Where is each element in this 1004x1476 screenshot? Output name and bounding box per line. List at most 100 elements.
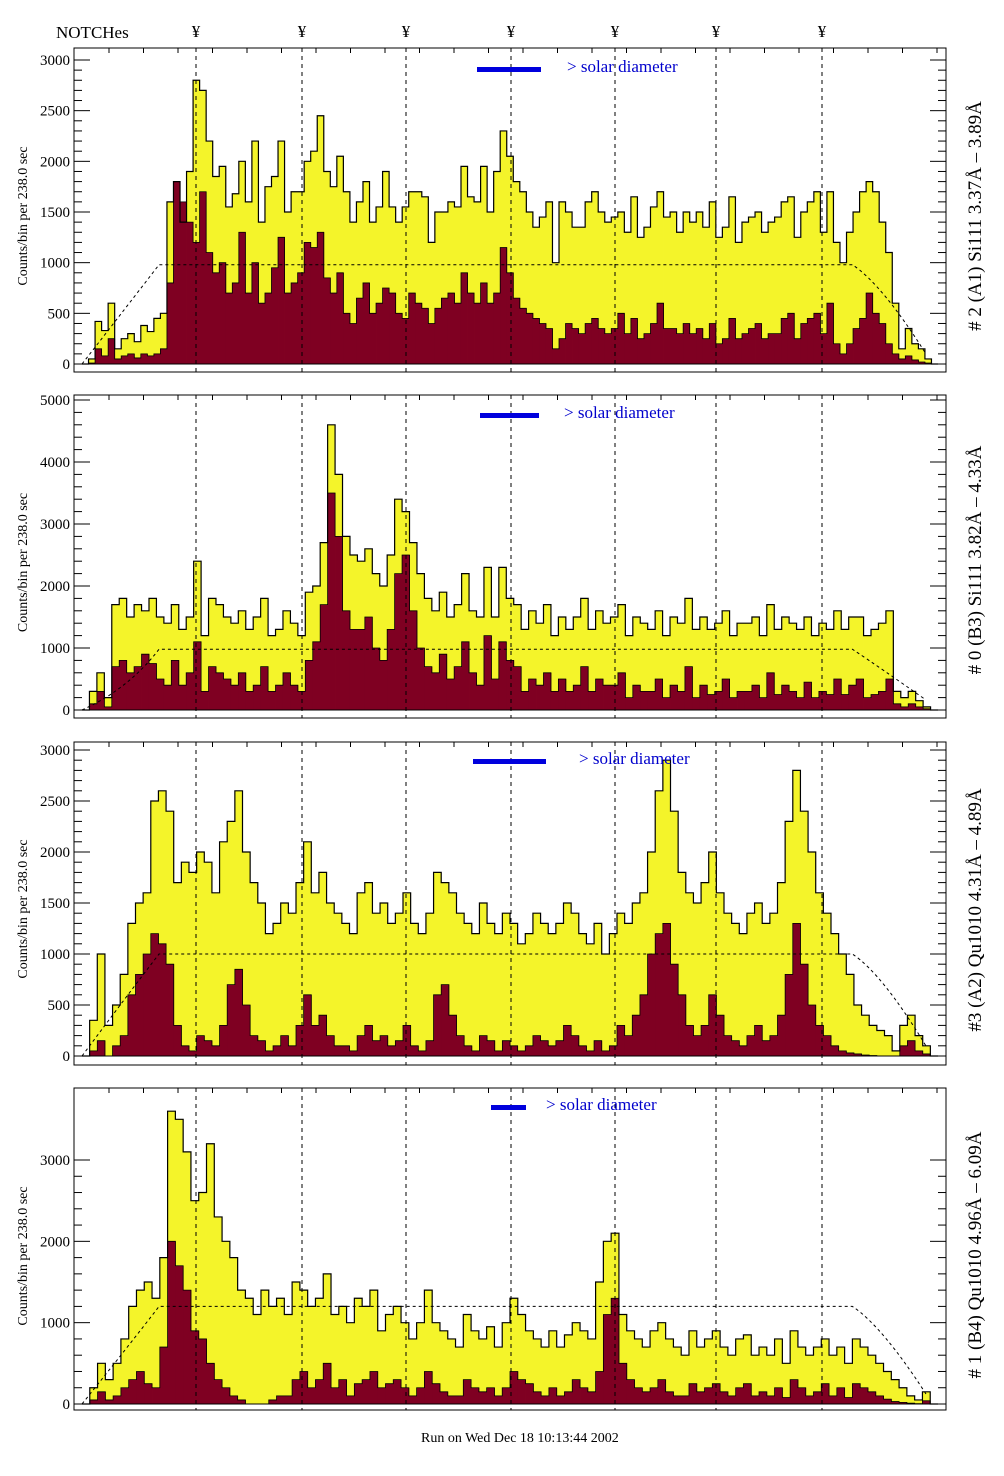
bar-subset xyxy=(724,1035,733,1056)
bar-subset xyxy=(502,1387,511,1404)
bar-subset xyxy=(456,1035,465,1056)
bar-total xyxy=(617,604,626,710)
bar-total xyxy=(781,201,789,364)
bar-total xyxy=(108,303,116,364)
bar-subset xyxy=(699,685,708,710)
reference-curve xyxy=(81,1305,927,1405)
bar-subset xyxy=(338,1379,347,1404)
bar-total xyxy=(899,1025,908,1056)
bar-subset xyxy=(229,1395,239,1404)
bar-subset xyxy=(201,691,209,710)
bar-total xyxy=(421,196,429,364)
bar-total xyxy=(701,882,710,1056)
bar-subset xyxy=(541,1395,550,1404)
bar-subset xyxy=(665,1391,674,1404)
bar-total xyxy=(415,191,423,364)
bar-total xyxy=(152,1298,161,1404)
bar-total xyxy=(848,617,857,710)
bar-subset xyxy=(336,272,344,364)
outline-total xyxy=(82,1110,938,1405)
bar-total xyxy=(424,598,433,710)
bar-subset xyxy=(907,1040,916,1056)
bar-total xyxy=(315,1298,324,1404)
bar-total xyxy=(387,923,396,1056)
bar-subset xyxy=(526,313,534,364)
bar-subset xyxy=(343,313,351,364)
bar-subset xyxy=(469,672,477,710)
bar-subset xyxy=(729,697,738,710)
bar-total xyxy=(299,1290,309,1404)
bar-total xyxy=(525,933,534,1056)
bar-total xyxy=(494,1347,503,1404)
bar-subset xyxy=(480,282,488,364)
bar-subset xyxy=(346,1395,355,1404)
bar-total xyxy=(288,913,297,1056)
bar-subset xyxy=(268,1399,277,1404)
bar-subset xyxy=(349,1050,358,1056)
bar-total xyxy=(166,811,175,1056)
bar-total xyxy=(112,1005,121,1056)
bar-subset xyxy=(296,1025,305,1056)
bar-total xyxy=(924,358,932,364)
bar-subset xyxy=(428,323,436,364)
bar-total xyxy=(907,1015,916,1056)
bar-subset xyxy=(525,1045,534,1056)
bar-subset xyxy=(389,293,397,364)
reference-curve xyxy=(81,953,927,1057)
bar-total xyxy=(214,1216,223,1404)
bar-total xyxy=(273,923,282,1056)
bar-subset xyxy=(364,1025,373,1056)
bar-subset xyxy=(585,323,593,364)
bar-total xyxy=(223,617,232,710)
bar-subset xyxy=(349,323,357,364)
bar-subset xyxy=(911,359,919,364)
bar-subset xyxy=(385,1383,394,1404)
y-tick-label: 2000 xyxy=(40,1234,70,1250)
bar-total xyxy=(807,201,815,364)
bar-total xyxy=(528,610,537,710)
bar-subset xyxy=(323,277,331,364)
panel-title: # 0 (B3) Si111 3.82Å – 4.33Å xyxy=(965,445,986,674)
bar-subset xyxy=(918,361,926,364)
bar-subset xyxy=(89,1399,98,1404)
bar-subset xyxy=(377,1387,386,1404)
bar-subset xyxy=(769,1035,778,1056)
panel-a2-qu1010: 0 500 1000 1500 2000 2500 3000 Counts/bin per 2… xyxy=(16,741,986,1066)
bar-subset xyxy=(114,358,122,364)
bar-total xyxy=(768,222,776,364)
bar-subset xyxy=(288,1045,297,1056)
bar-total xyxy=(720,1347,729,1404)
bar-total xyxy=(215,604,224,710)
bar-subset xyxy=(326,1035,335,1056)
bar-subset xyxy=(751,685,760,710)
bar-total xyxy=(662,760,671,1056)
bar-total xyxy=(343,191,351,364)
bar-total xyxy=(455,1347,464,1404)
bar-subset xyxy=(424,666,433,710)
bar-total xyxy=(696,1347,705,1404)
bar-subset xyxy=(632,685,641,710)
bar-subset xyxy=(275,685,284,710)
bar-total xyxy=(572,227,580,364)
bar-total xyxy=(663,217,671,364)
bar-total xyxy=(323,171,331,364)
y-tick-label: 2000 xyxy=(40,845,70,861)
bar-total xyxy=(594,923,603,1056)
bar-total xyxy=(578,227,586,364)
bar-subset xyxy=(415,303,423,364)
bar-subset xyxy=(299,1371,309,1404)
bar-subset xyxy=(559,338,566,364)
bar-total xyxy=(230,623,239,710)
bar-total xyxy=(533,1338,542,1404)
bar-total xyxy=(655,790,664,1056)
bar-subset xyxy=(251,262,259,364)
bar-total xyxy=(494,933,503,1056)
bar-total xyxy=(688,1330,698,1404)
bar-subset xyxy=(181,1045,190,1056)
bar-total xyxy=(237,1290,246,1404)
bar-subset xyxy=(655,679,663,710)
bar-subset xyxy=(866,293,874,364)
bar-total xyxy=(334,913,343,1056)
bar-subset xyxy=(111,666,120,710)
panel-title: #3 (A2) Qu1010 4.31Å – 4.89Å xyxy=(965,788,986,1032)
